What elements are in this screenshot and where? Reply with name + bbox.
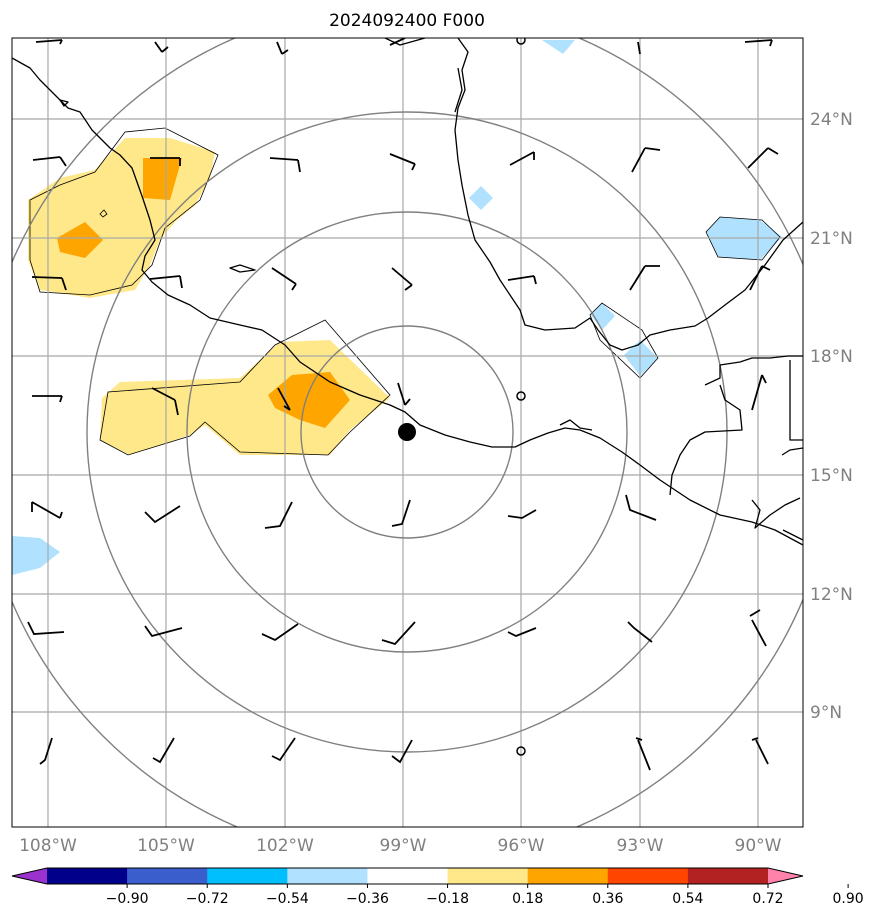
- lon-label: 105°W: [137, 836, 195, 856]
- map-title: 2024092400 F000: [329, 11, 485, 31]
- longitude-labels: 108°W 105°W 102°W 99°W 96°W 93°W 90°W: [19, 836, 782, 856]
- colorbar-tick-label: −0.72: [186, 891, 229, 907]
- positive-anomaly-core: [57, 158, 350, 428]
- lat-label: 15°N: [810, 466, 853, 486]
- colorbar-segment: [607, 868, 689, 884]
- colorbar-tick-label: 0.72: [752, 891, 783, 907]
- storm-center-marker: [398, 423, 416, 441]
- colorbar-tick-label: −0.90: [106, 891, 149, 907]
- lat-label: 18°N: [810, 347, 853, 367]
- colorbar-tick-labels: −0.90 −0.72 −0.54 −0.36 −0.18 0.18 0.36 0.54 0.7…: [106, 884, 864, 907]
- lat-label: 12°N: [810, 585, 853, 605]
- lat-label: 21°N: [810, 229, 853, 249]
- graticule: [12, 38, 803, 827]
- latitude-labels: 24°N 21°N 18°N 15°N 12°N 9°N: [810, 110, 853, 723]
- lon-label: 96°W: [498, 836, 545, 856]
- colorbar-segment: [687, 868, 769, 884]
- wind-barbs: [27, 38, 779, 771]
- colorbar-segment: [127, 868, 208, 884]
- lon-label: 108°W: [19, 836, 77, 856]
- colorbar-tick-label: 0.18: [512, 891, 543, 907]
- colorbar-segment: [47, 868, 128, 884]
- colorbar-tick-label: −0.54: [266, 891, 309, 907]
- colorbar: [11, 867, 804, 885]
- map-frame: [11, 37, 804, 828]
- map-area: [12, 38, 803, 827]
- colorbar-extend-max: [768, 868, 803, 884]
- colorbar-tick-label: 0.36: [592, 891, 623, 907]
- colorbar-tick-label: −0.36: [346, 891, 389, 907]
- coastlines: [12, 38, 803, 546]
- lat-label: 9°N: [810, 703, 842, 723]
- negative-anomaly-fill: [12, 40, 782, 575]
- colorbar-outline: [11, 867, 804, 885]
- colorbar-segment: [207, 868, 288, 884]
- range-rings: [12, 38, 803, 827]
- colorbar-segment: [367, 868, 449, 884]
- calm-wind-markers: [516, 38, 526, 756]
- colorbar-segment: [447, 868, 529, 884]
- lon-label: 99°W: [380, 836, 427, 856]
- colorbar-tick-label: −0.18: [426, 891, 469, 907]
- lon-label: 102°W: [256, 836, 314, 856]
- colorbar-segment: [527, 868, 609, 884]
- colorbar-tick-label: 0.90: [833, 891, 864, 907]
- colorbar-tick-label: 0.54: [672, 891, 703, 907]
- colorbar-segment: [287, 868, 368, 884]
- lon-label: 93°W: [617, 836, 664, 856]
- lat-label: 24°N: [810, 110, 853, 130]
- lon-label: 90°W: [735, 836, 782, 856]
- colorbar-extend-min: [12, 868, 47, 884]
